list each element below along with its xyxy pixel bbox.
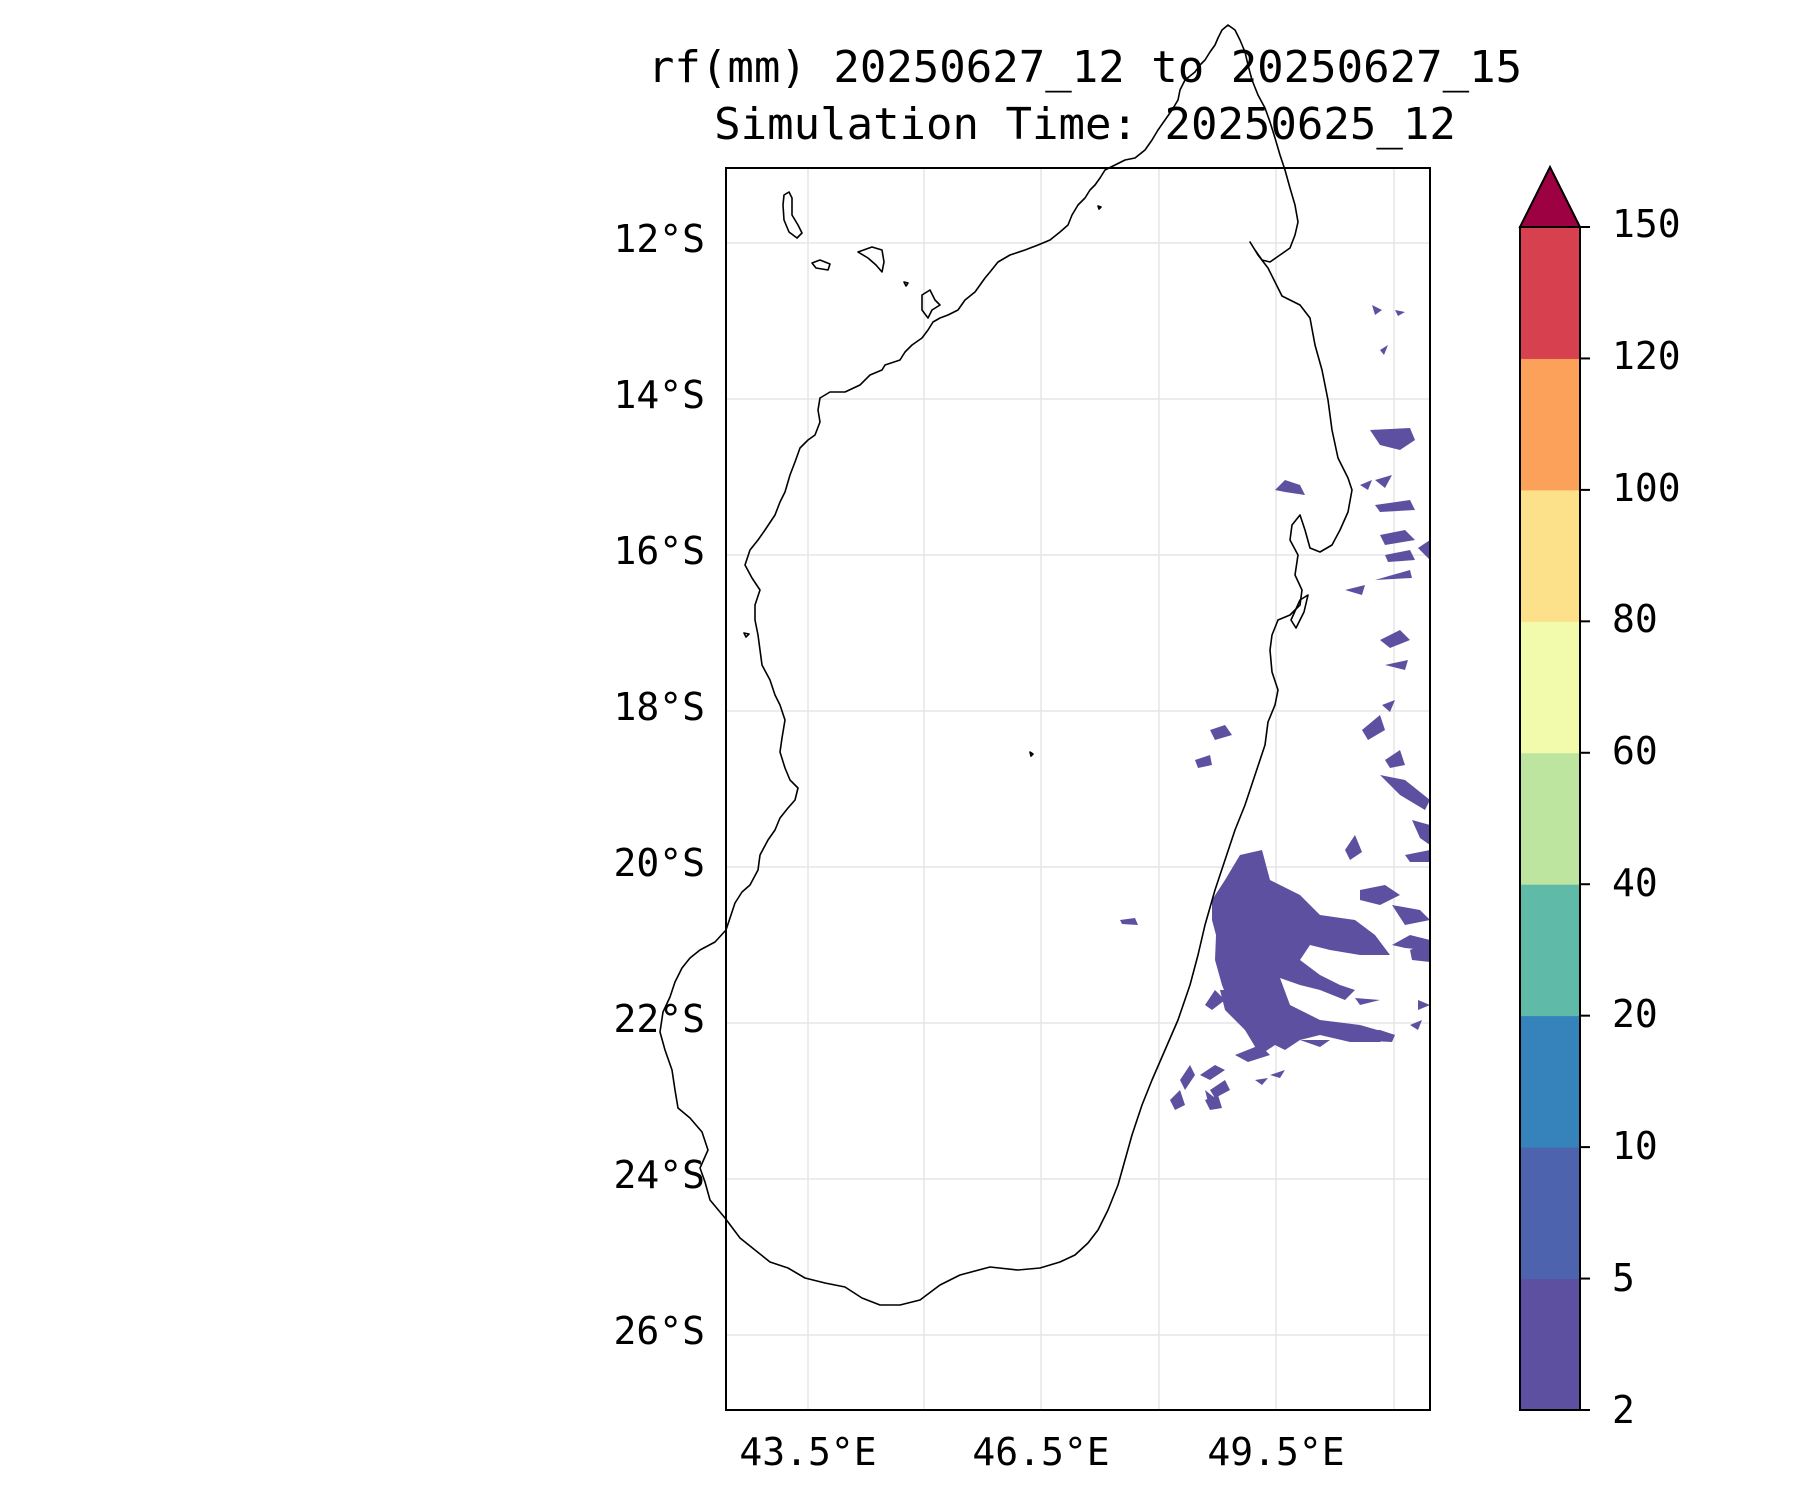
mayotte-islet — [921, 289, 941, 319]
colorbar-tick-label: 40 — [1612, 861, 1658, 905]
precip-patch — [1355, 998, 1380, 1005]
colorbar-tick-label: 10 — [1612, 1124, 1658, 1168]
tiny-islet — [1097, 205, 1102, 210]
precip-patch — [1410, 1020, 1422, 1030]
lat-tick-label: 12°S — [613, 217, 705, 261]
precip-patch — [1375, 570, 1412, 580]
precip-patch — [1395, 310, 1405, 316]
precip-patch — [1385, 550, 1415, 562]
colorbar-segment — [1520, 1278, 1580, 1411]
precip-patch — [1385, 750, 1405, 768]
precip-patch — [1380, 775, 1430, 810]
precip-patch — [1385, 660, 1408, 670]
precip-patch — [1120, 918, 1138, 925]
colorbar-tick-label: 2 — [1612, 1388, 1635, 1432]
colorbar-tick-label: 100 — [1612, 466, 1681, 510]
lat-tick-label: 26°S — [613, 1309, 705, 1353]
precip-patch — [1405, 850, 1430, 862]
precip-patch — [1345, 585, 1365, 595]
colorbar-segment — [1520, 1015, 1580, 1148]
precip-patch — [1270, 1070, 1285, 1078]
precip-patch — [1380, 345, 1388, 355]
colorbar-segment — [1520, 489, 1580, 622]
coastlines — [659, 24, 1353, 1306]
grande-comore-island — [782, 191, 803, 239]
map-title-line2: Simulation Time: 20250625_12 — [714, 99, 1456, 150]
tiny-islet — [1029, 751, 1034, 757]
lon-tick-label: 49.5°E — [1207, 1430, 1345, 1474]
colorbar-tick-label: 5 — [1612, 1256, 1635, 1300]
lat-tick-label: 14°S — [613, 373, 705, 417]
tiny-islet — [903, 281, 909, 287]
precip-patch — [1170, 1090, 1185, 1110]
precip-patches — [1120, 305, 1430, 1110]
precip-patch — [1372, 305, 1382, 315]
map-title-line1: rf(mm) 20250627_12 to 20250627_15 — [647, 42, 1523, 93]
madagascar-coastline — [659, 24, 1353, 1306]
precip-patch — [1270, 940, 1290, 952]
precip-patch — [1318, 1020, 1395, 1042]
colorbar-segment — [1520, 621, 1580, 754]
precip-patch — [1205, 990, 1225, 1010]
colorbar-segment — [1520, 358, 1580, 491]
colorbar-segment — [1520, 227, 1580, 359]
colorbar-frame — [1519, 226, 1581, 1411]
precip-patch — [1275, 480, 1305, 495]
lat-tick-label: 22°S — [613, 997, 705, 1041]
precip-patch — [1380, 630, 1410, 648]
precip-patch — [1205, 1090, 1215, 1102]
lat-tick-label: 24°S — [613, 1153, 705, 1197]
precip-patch — [1180, 1065, 1195, 1090]
precip-patch — [1382, 700, 1395, 712]
precip-patch — [1410, 942, 1430, 962]
mayotte-island — [1290, 594, 1309, 629]
colorbar-extend-arrow — [1518, 164, 1582, 228]
colorbar — [1518, 164, 1590, 1411]
precip-patch — [1220, 990, 1290, 1045]
precip-patch — [1375, 500, 1415, 512]
colorbar-segment — [1520, 1147, 1580, 1280]
tiny-islet — [743, 632, 750, 638]
colorbar-tick-label: 20 — [1612, 992, 1658, 1036]
precip-patch — [1235, 1045, 1270, 1062]
lon-tick-label: 43.5°E — [739, 1430, 877, 1474]
precip-patch — [1360, 480, 1372, 490]
colorbar-tick-label: 60 — [1612, 729, 1658, 773]
colorbar-segment — [1520, 752, 1580, 885]
lat-tick-label: 16°S — [613, 529, 705, 573]
precip-patch — [1195, 755, 1212, 768]
lon-tick-label: 46.5°E — [972, 1430, 1110, 1474]
lat-tick-label: 20°S — [613, 841, 705, 885]
precip-patch — [1375, 475, 1392, 488]
precip-patch — [1360, 885, 1400, 905]
precip-patch — [1362, 715, 1385, 740]
map-gridlines — [726, 168, 1430, 1410]
precip-patch — [1418, 1000, 1430, 1010]
precip-patch — [1380, 530, 1415, 545]
precip-patch — [1210, 725, 1232, 740]
colorbar-tick-label: 150 — [1612, 202, 1681, 246]
anjouan-island — [857, 246, 885, 273]
precip-patch — [1345, 835, 1362, 860]
precip-patch — [1418, 540, 1430, 560]
precip-patch — [1300, 1040, 1330, 1047]
precip-patch — [1392, 905, 1430, 925]
map-frame — [725, 167, 1431, 1411]
precip-patch — [1255, 1078, 1268, 1085]
precip-patch — [1370, 428, 1415, 450]
lat-tick-label: 18°S — [613, 685, 705, 729]
colorbar-segment — [1520, 884, 1580, 1017]
colorbar-tick-label: 80 — [1612, 597, 1658, 641]
precip-patch — [1210, 1080, 1230, 1098]
colorbar-tick-label: 120 — [1612, 334, 1681, 378]
precip-patch — [1412, 820, 1430, 845]
precip-patch — [1200, 1065, 1225, 1080]
moheli-island — [811, 259, 831, 271]
